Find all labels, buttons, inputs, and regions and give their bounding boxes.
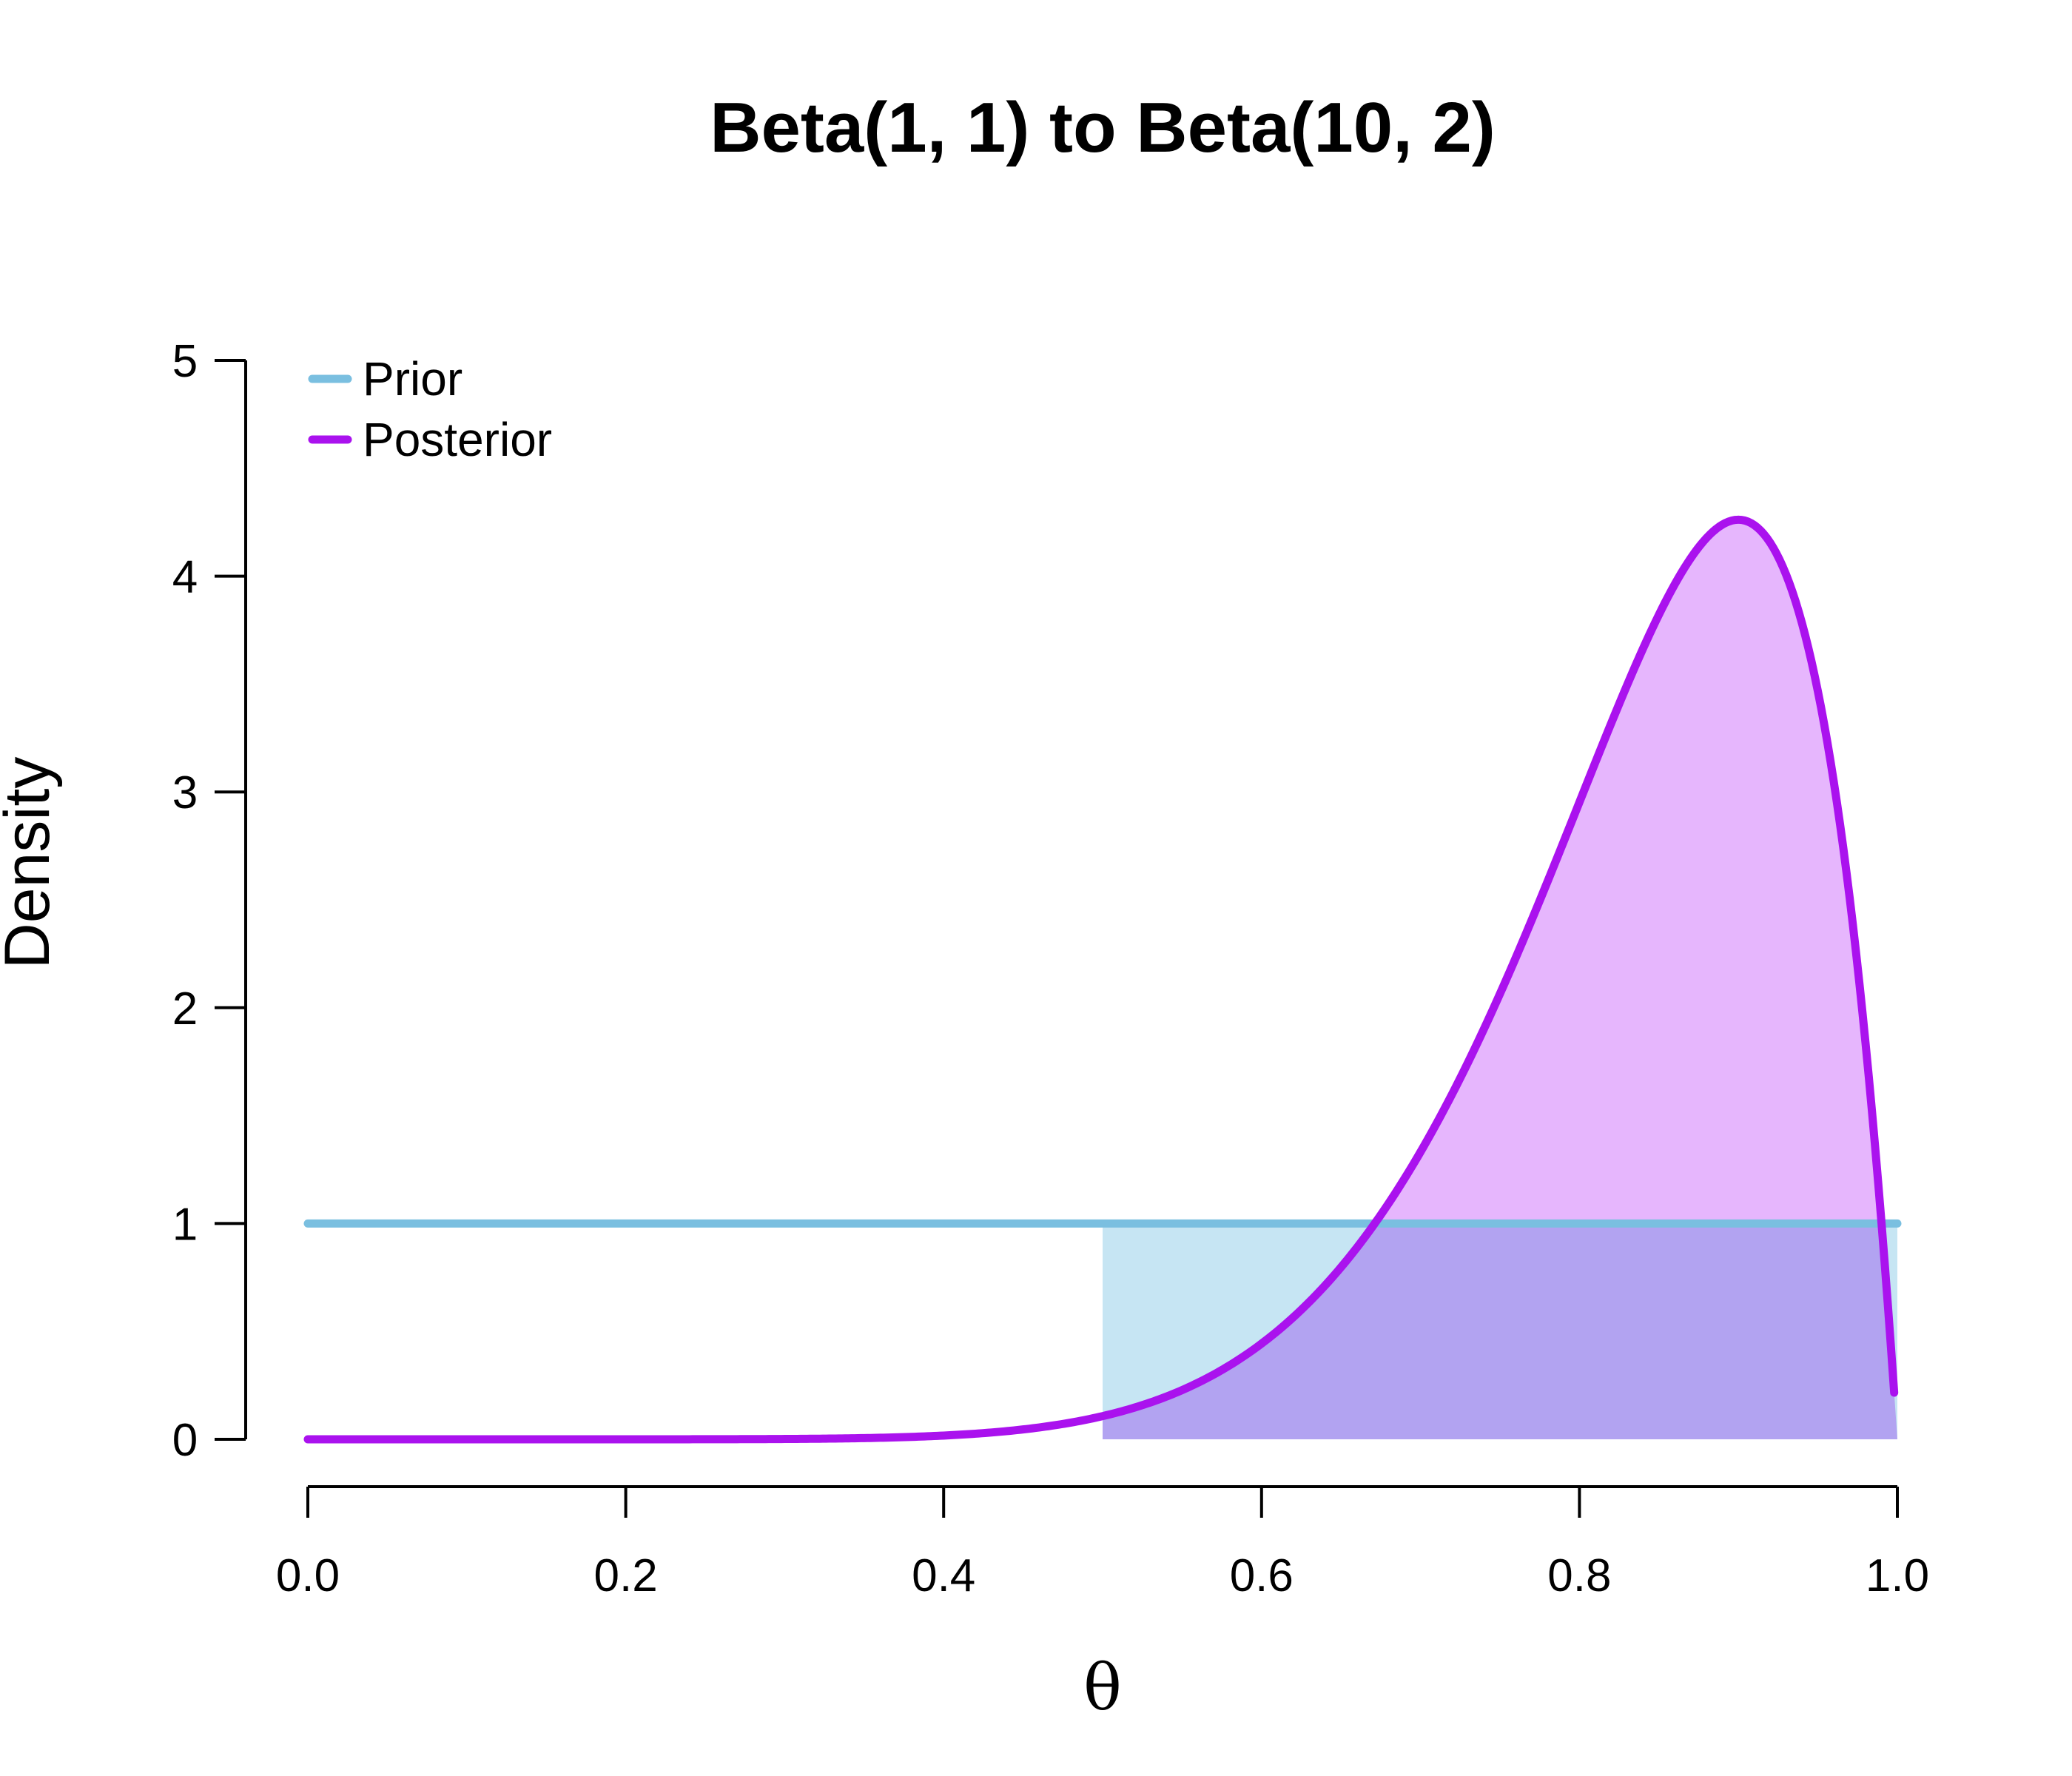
plot-lines: [303, 515, 1902, 1444]
x-tick-label: 0.8: [1547, 1550, 1611, 1601]
y-tick-label: 0: [172, 1415, 198, 1466]
y-tick-label: 2: [172, 983, 198, 1035]
posterior-shaded-area: [1103, 519, 1897, 1439]
legend-label-prior: Prior: [363, 352, 462, 406]
x-tick-label: 1.0: [1866, 1550, 1929, 1601]
chart-title: Beta(1, 1) to Beta(10, 2): [710, 88, 1496, 167]
x-axis-title: θ: [1083, 1651, 1122, 1725]
x-tick-label: 0.2: [593, 1550, 657, 1601]
y-axis: 0 1 2 3 4 5: [172, 336, 247, 1466]
x-tick-label: 0.0: [276, 1550, 340, 1601]
x-axis: 0.0 0.2 0.4 0.6 0.8 1.0: [276, 1485, 1929, 1601]
y-tick-label: 1: [172, 1199, 198, 1250]
y-axis-title: Density: [0, 757, 63, 969]
plot-fills: [1103, 519, 1897, 1439]
y-tick-label: 5: [172, 336, 198, 387]
x-tick-label: 0.6: [1230, 1550, 1294, 1601]
posterior-line: [303, 515, 1899, 1444]
legend-label-posterior: Posterior: [363, 413, 552, 466]
x-tick-label: 0.4: [912, 1550, 975, 1601]
y-tick-label: 3: [172, 767, 198, 818]
legend: Prior Posterior: [308, 352, 552, 466]
y-tick-label: 4: [172, 552, 198, 603]
